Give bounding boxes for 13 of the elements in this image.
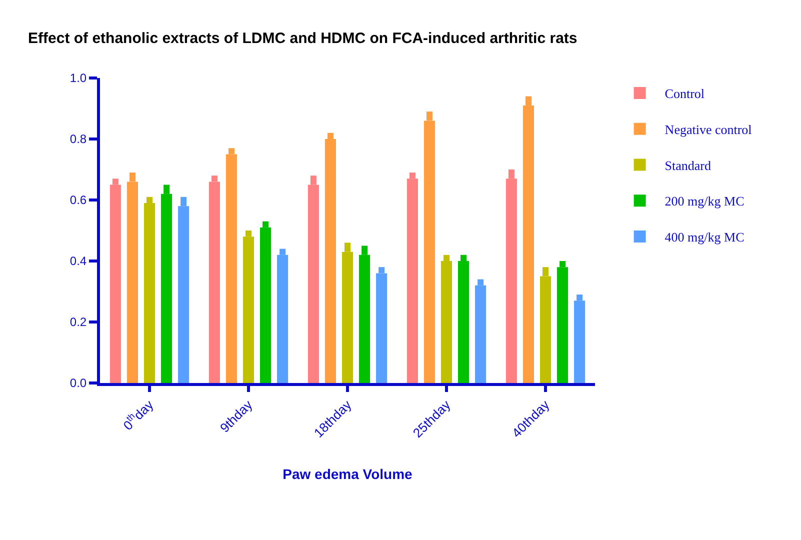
y-tick-label: 0.2 xyxy=(70,315,87,330)
y-tick-label: 1.0 xyxy=(70,71,87,86)
chart-title: Effect of ethanolic extracts of LDMC and HDMC on FCA-induced arthritic rats xyxy=(28,30,578,48)
legend-label: Control xyxy=(664,86,705,102)
y-tick-label: 0.6 xyxy=(70,193,87,208)
legend-label: Negative control xyxy=(664,122,752,137)
y-tick-label: 0.0 xyxy=(70,376,87,390)
y-tick-label: 0.8 xyxy=(70,132,87,146)
legend-label: Standard xyxy=(664,158,712,173)
y-tick-label: 0.4 xyxy=(70,254,87,268)
legend-label: 200 mg/kg MC xyxy=(664,194,744,209)
legend-label: 400 mg/kg MC xyxy=(664,230,744,245)
x-axis-title: Paw edema Volume xyxy=(282,466,413,482)
